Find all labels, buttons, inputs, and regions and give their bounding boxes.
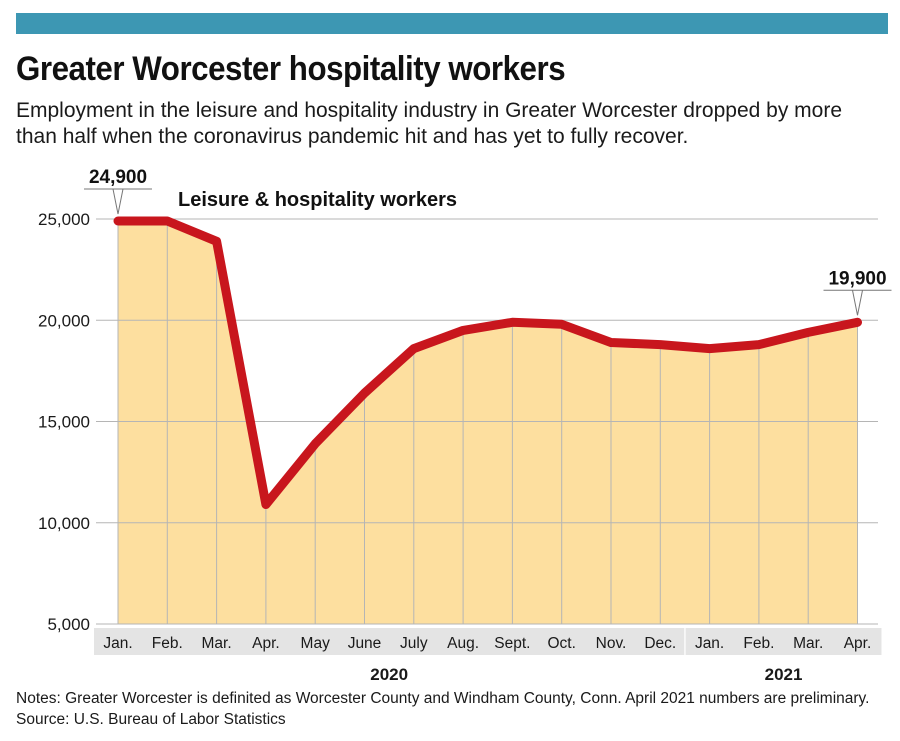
callout-value-label: 24,900 [89,167,147,188]
x-tick-label: Dec. [644,635,676,652]
x-tick-label: July [400,635,428,652]
chart-notes: Notes: Greater Worcester is definited as… [16,690,870,728]
x-tick-label: Apr. [844,635,872,652]
year-label: 2021 [765,665,803,684]
x-tick-label: Apr. [252,635,280,652]
callout-value-label: 19,900 [828,268,886,289]
callout-pointer [852,290,863,316]
chart-subtitle: Employment in the leisure and hospitalit… [16,99,843,148]
x-tick-label: Jan. [695,635,724,652]
y-tick-label: 20,000 [38,311,90,330]
value-callout: 24,900 [84,167,152,215]
x-tick-label: Feb. [743,635,774,652]
x-tick-band [685,628,882,655]
y-tick-label: 25,000 [38,210,90,229]
x-tick-label: May [301,635,331,652]
x-tick-label: Nov. [596,635,627,652]
x-tick-label: Jan. [103,635,132,652]
x-tick-label: Aug. [447,635,479,652]
y-tick-label: 5,000 [47,615,90,634]
top-accent-bar [16,13,888,34]
x-tick-label: June [348,635,382,652]
area-fill [118,221,858,624]
y-tick-label: 15,000 [38,413,90,432]
x-tick-label: Mar. [202,635,232,652]
x-tick-band [94,628,685,655]
x-tick-label: Oct. [547,635,575,652]
year-label: 2020 [370,665,408,684]
x-tick-label: Sept. [494,635,530,652]
y-tick-label: 10,000 [38,514,90,533]
series-label: Leisure & hospitality workers [178,189,457,211]
x-tick-label: Feb. [152,635,183,652]
callout-pointer [112,188,124,215]
value-callout: 19,900 [823,268,892,316]
x-tick-label: Mar. [793,635,823,652]
series-line [113,216,862,509]
chart-title: Greater Worcester hospitality workers [16,50,566,88]
